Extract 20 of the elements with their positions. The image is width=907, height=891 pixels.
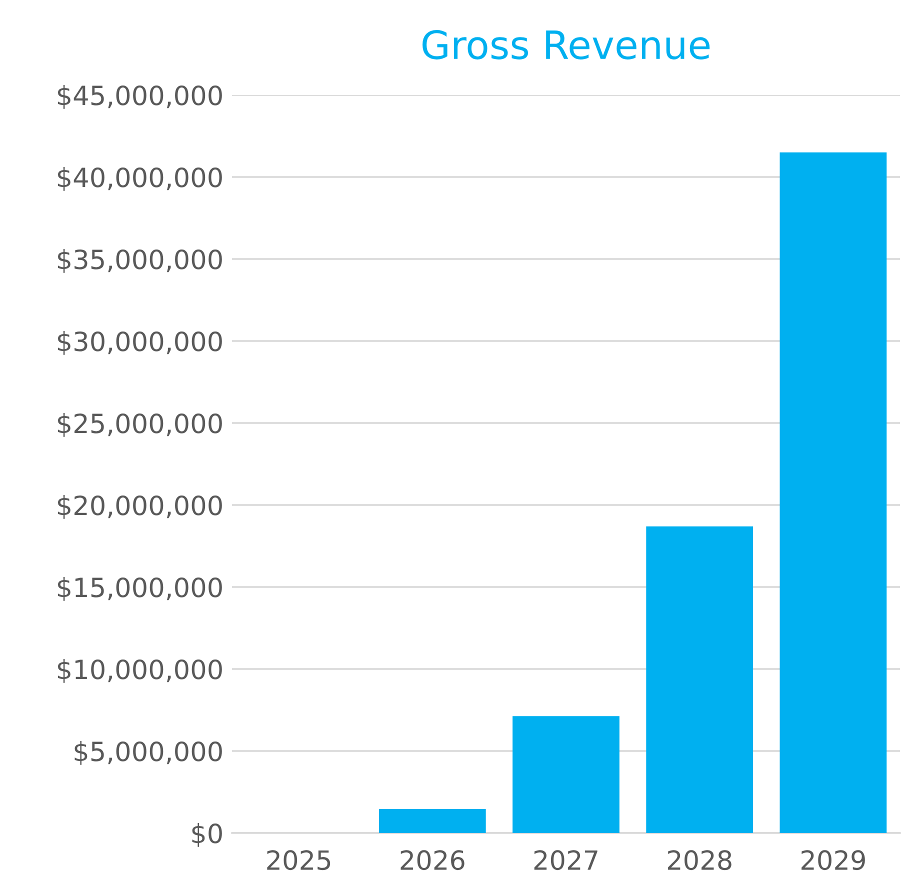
y-tick-label: $45,000,000 [58,84,222,109]
bar [780,152,887,833]
x-tick-label: 2028 [668,850,732,870]
bar [512,716,620,833]
x-tick-label: 2029 [802,850,865,870]
x-tick-label: 2027 [534,850,598,870]
y-tick-label: $20,000,000 [58,494,222,519]
y-tick-label: $5,000,000 [74,740,222,765]
y-tick-label: $40,000,000 [58,166,222,191]
y-tick-label: $30,000,000 [58,330,222,355]
y-tick-label: $25,000,000 [58,412,222,437]
x-tick-label: 2025 [267,850,330,870]
y-tick-label: $0 [192,822,222,847]
chart-title: Gross Revenue [422,30,710,60]
y-tick-label: $10,000,000 [58,658,222,683]
y-tick-label: $15,000,000 [58,576,222,601]
y-tick-label: $35,000,000 [58,248,222,273]
bar [378,809,486,833]
x-tick-label: 2026 [400,850,464,870]
bar [646,526,754,833]
